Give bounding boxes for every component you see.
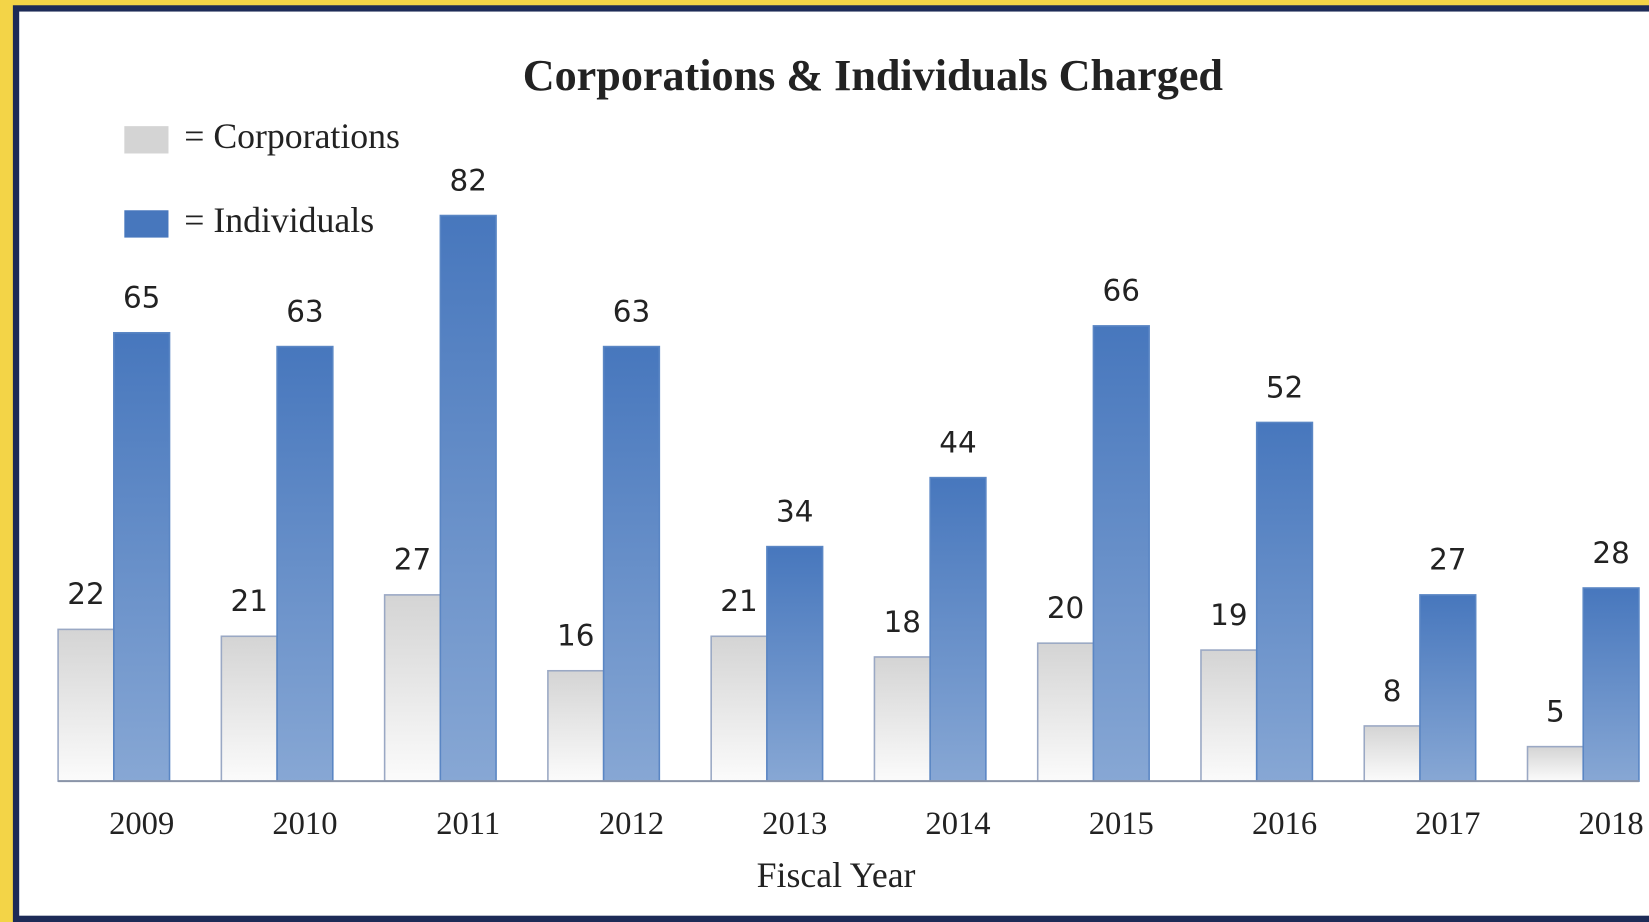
data-label: 27	[1429, 543, 1466, 577]
x-tick-label: 2010	[272, 806, 337, 842]
data-label: 63	[286, 294, 323, 328]
x-tick-label: 2018	[1579, 806, 1644, 842]
data-label: 18	[884, 605, 921, 639]
bar	[1526, 745, 1585, 782]
bar	[602, 345, 661, 782]
bar	[1200, 649, 1258, 782]
x-tick-label: 2016	[1252, 806, 1317, 842]
chart-title: Corporations & Individuals Charged	[523, 51, 1224, 100]
legend-swatch	[124, 210, 169, 238]
x-tick-label: 2011	[436, 806, 500, 842]
bar	[57, 628, 115, 782]
bar	[383, 594, 442, 782]
data-label: 19	[1210, 598, 1247, 632]
data-label: 20	[1047, 591, 1084, 625]
data-label: 44	[939, 425, 976, 459]
bar	[929, 476, 987, 782]
data-label: 34	[776, 494, 813, 528]
data-label: 8	[1383, 674, 1402, 708]
data-label: 82	[449, 163, 486, 197]
bar	[439, 214, 497, 782]
data-label: 21	[720, 584, 757, 618]
bar	[1582, 587, 1640, 782]
data-label: 5	[1546, 694, 1565, 728]
data-label: 16	[557, 619, 594, 653]
data-label: 63	[613, 294, 650, 328]
bar	[1255, 421, 1314, 782]
x-tick-label: 2013	[762, 806, 827, 842]
bar	[1036, 642, 1095, 782]
bar	[220, 635, 278, 782]
bar	[1092, 325, 1150, 782]
bar	[1363, 725, 1421, 782]
bar	[766, 545, 824, 782]
x-tick-label: 2012	[599, 806, 664, 842]
bar	[113, 331, 171, 782]
bar	[276, 345, 334, 782]
x-axis-label: Fiscal Year	[757, 855, 916, 895]
legend-label: = Individuals	[184, 200, 374, 240]
data-label: 22	[67, 577, 104, 611]
data-label: 21	[230, 584, 267, 618]
data-label: 28	[1592, 536, 1629, 570]
data-label: 52	[1266, 370, 1303, 404]
data-label: 66	[1103, 274, 1140, 308]
legend-label: = Corporations	[184, 116, 400, 156]
x-tick-label: 2015	[1089, 806, 1154, 842]
bar	[1419, 594, 1477, 782]
bar	[710, 635, 768, 782]
legend-swatch	[124, 126, 169, 154]
data-label: 65	[123, 281, 160, 315]
data-label: 27	[394, 543, 431, 577]
x-tick-label: 2017	[1415, 806, 1480, 842]
bar	[547, 669, 605, 782]
bar	[873, 656, 931, 782]
x-tick-label: 2014	[925, 806, 990, 842]
x-tick-label: 2009	[109, 806, 174, 842]
